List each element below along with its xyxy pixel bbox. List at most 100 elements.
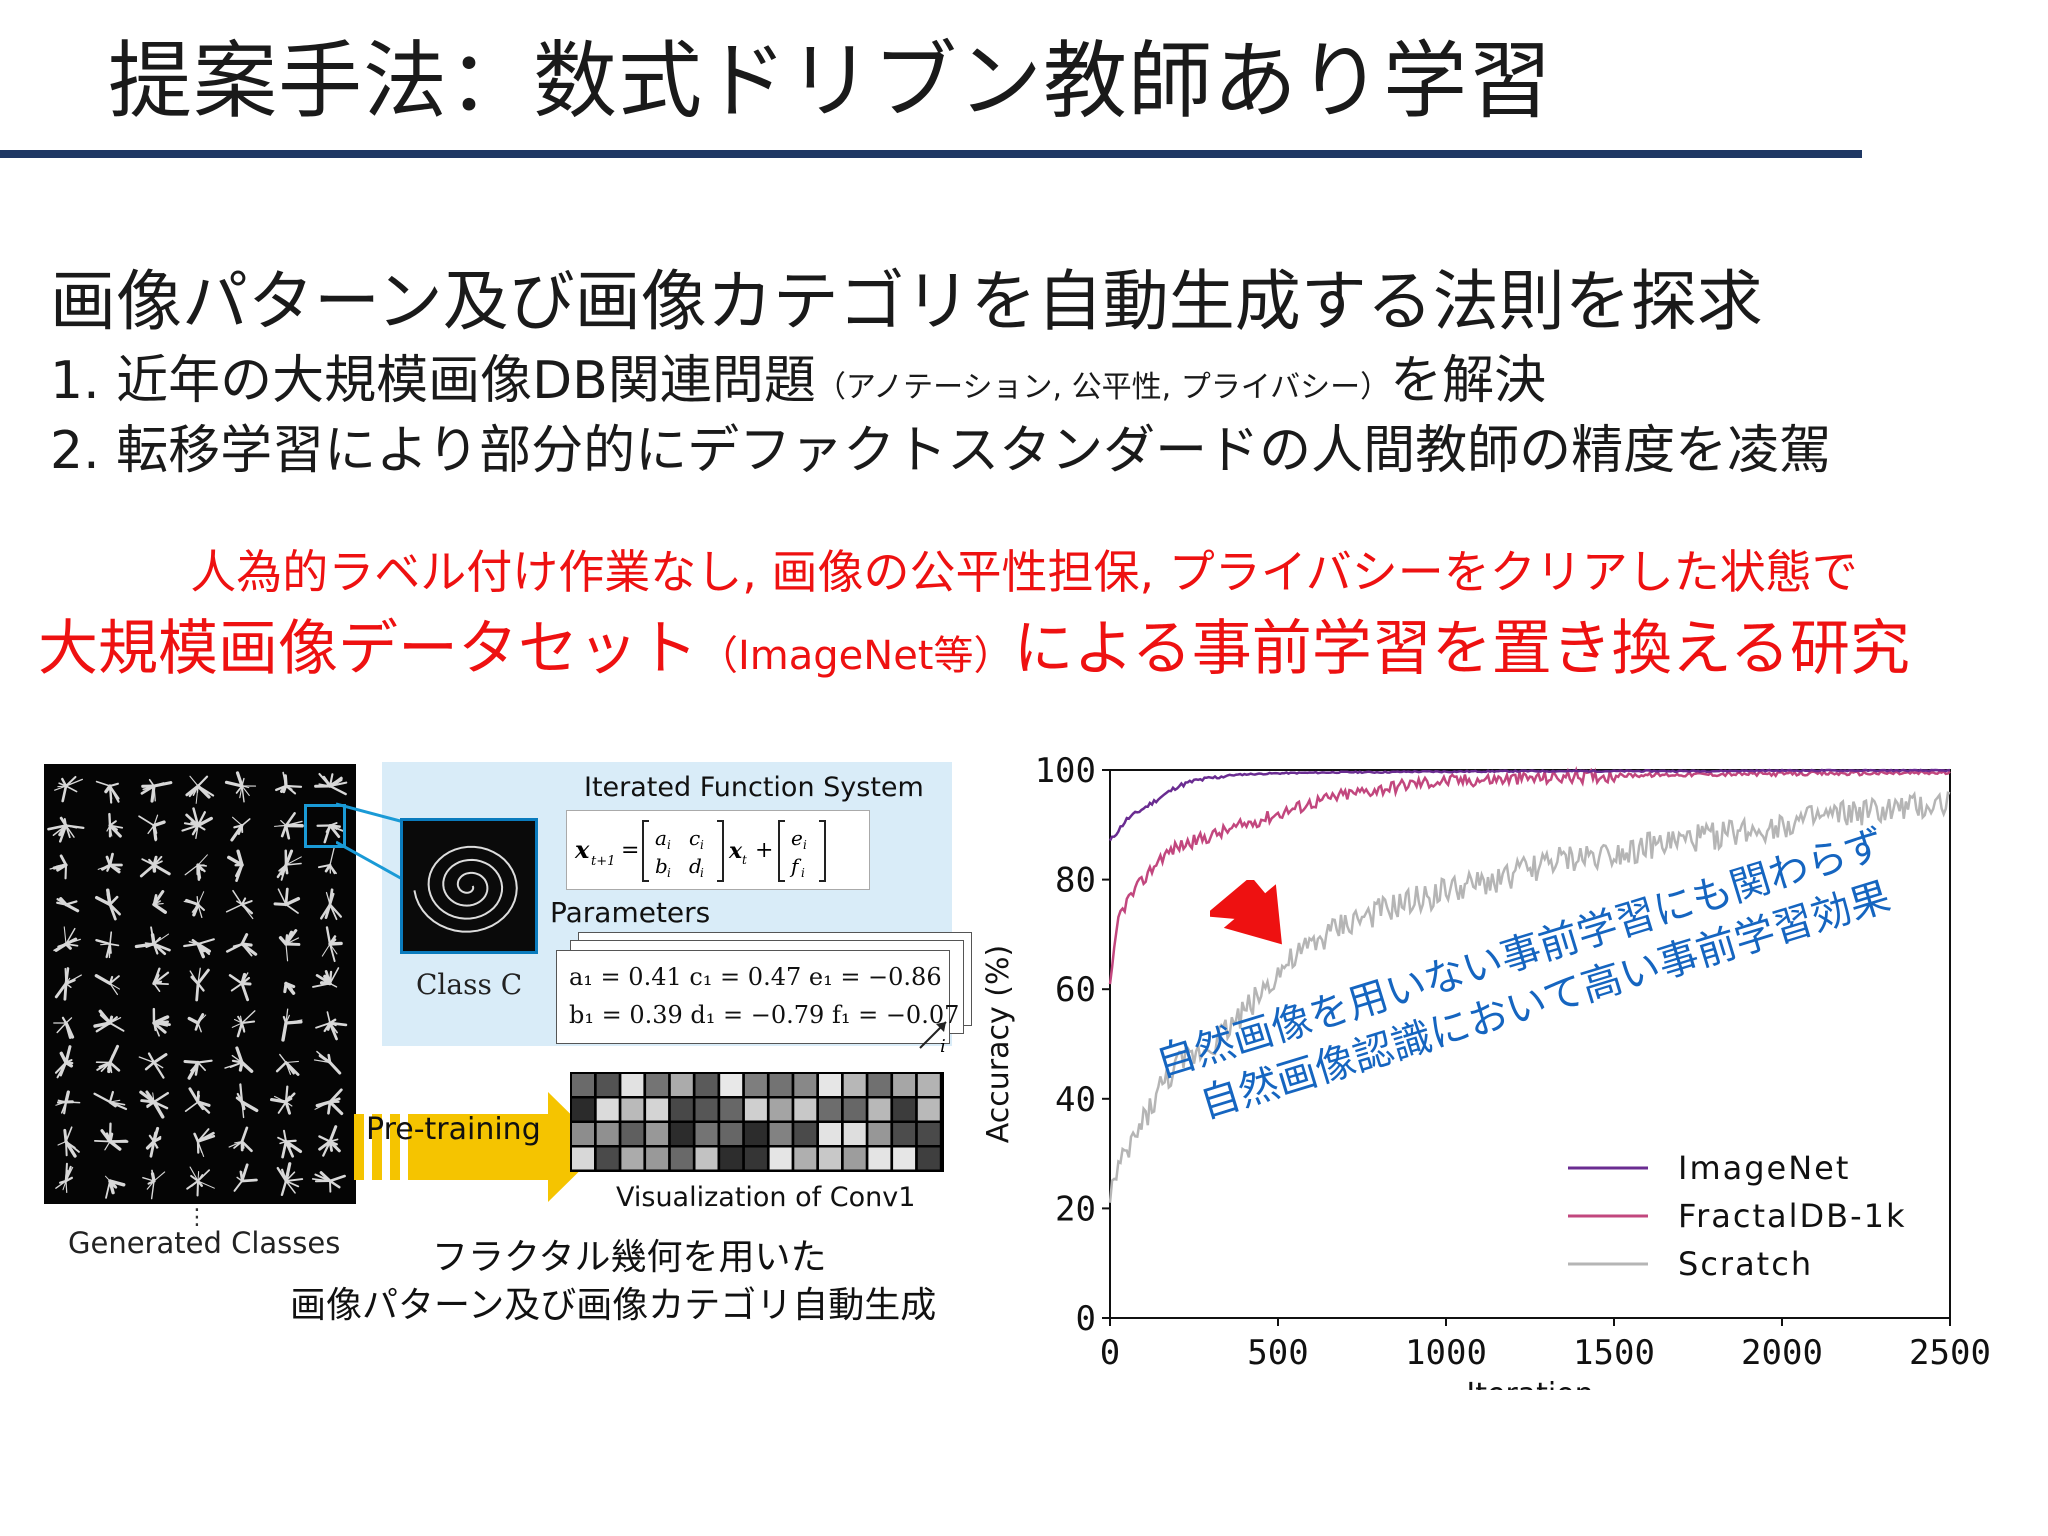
legend-label: ImageNet xyxy=(1678,1149,1850,1187)
fractal-thumbnail xyxy=(138,1052,168,1079)
ifs-title: Iterated Function System xyxy=(584,772,924,803)
x-tick-label: 500 xyxy=(1247,1333,1308,1373)
conv1-filter xyxy=(843,1123,866,1145)
svg-text:i: i xyxy=(803,838,807,852)
conv1-filter xyxy=(720,1098,743,1121)
fractal-thumbnail xyxy=(55,1162,74,1194)
fractal-thumbnail xyxy=(283,981,296,995)
fractal-thumbnail xyxy=(184,1087,211,1114)
series-line-imagenet xyxy=(1108,768,1951,842)
conv1-filter xyxy=(744,1074,767,1096)
conv1-filter xyxy=(720,1074,743,1096)
fractal-thumbnail xyxy=(314,1088,344,1116)
series-line-scratch xyxy=(1108,790,1951,1203)
conv1-filter xyxy=(893,1147,916,1170)
conv1-filter xyxy=(695,1074,718,1096)
x-tick-label: 1000 xyxy=(1405,1333,1487,1373)
red-arrow-icon xyxy=(1210,880,1282,945)
fractal-thumbnail xyxy=(235,1083,259,1119)
conv1-filter xyxy=(720,1147,743,1170)
list-item-1-note: （アノテーション, 公平性, プライバシー） xyxy=(815,370,1391,405)
legend-label: FractalDB-1k xyxy=(1678,1197,1907,1235)
zoom-connector xyxy=(336,802,405,882)
fractal-thumbnail xyxy=(225,933,258,957)
figure-caption-line1: フラクタル幾何を用いた xyxy=(432,1237,827,1278)
fractal-thumbnail xyxy=(140,778,173,803)
fractal-thumbnail xyxy=(145,1126,162,1158)
fractal-thumbnail xyxy=(225,889,254,920)
conv1-filter xyxy=(893,1098,916,1121)
fractal-thumbnail xyxy=(183,1059,213,1080)
fractal-thumbnail xyxy=(312,967,340,988)
fractal-thumbnail xyxy=(53,1016,75,1039)
fractal-thumbnail xyxy=(97,852,123,874)
conv1-filter xyxy=(744,1123,767,1145)
fractal-thumbnail xyxy=(139,855,171,878)
x-axis-label: Iteration xyxy=(1466,1377,1593,1390)
conv1-filter xyxy=(646,1147,669,1170)
fractal-thumbnail xyxy=(224,1046,254,1073)
fractal-thumbnail xyxy=(56,897,80,913)
fractal-thumbnail xyxy=(54,967,82,1001)
param-row-1: a₁ = 0.41 c₁ = 0.47 e₁ = −0.86 xyxy=(569,963,942,991)
conv1-filter xyxy=(794,1147,817,1170)
y-tick-label: 100 xyxy=(1035,751,1096,791)
conv1-filter xyxy=(893,1074,916,1096)
fractal-thumbnail xyxy=(93,1009,125,1033)
conv1-filter xyxy=(646,1098,669,1121)
conv1-filter xyxy=(695,1123,718,1145)
fractal-thumbnail xyxy=(316,822,344,844)
conv1-filter xyxy=(794,1098,817,1121)
fractal-thumbnail xyxy=(152,1007,171,1037)
fractal-thumbnail xyxy=(184,854,208,881)
svg-text:i: i xyxy=(801,866,805,880)
conv1-filter xyxy=(621,1074,644,1096)
svg-text:i: i xyxy=(700,838,704,852)
fractal-thumbnail xyxy=(311,1171,346,1193)
fractal-thumbnail xyxy=(95,888,121,921)
more-dots: ⋮ xyxy=(186,1205,208,1230)
red-statement-2: 大規模画像データセット（ImageNet等）による事前学習を置き換える研究 xyxy=(38,600,1910,687)
x-tick-label: 2000 xyxy=(1741,1333,1823,1373)
conv1-filter xyxy=(596,1098,619,1121)
x-tick-label: 1500 xyxy=(1573,1333,1655,1373)
conv1-filter xyxy=(843,1147,866,1170)
fractal-thumbnail xyxy=(183,938,215,959)
conv1-filter xyxy=(621,1123,644,1145)
fractal-thumbnails xyxy=(47,771,348,1200)
conv1-filter xyxy=(744,1098,767,1121)
y-tick-label: 20 xyxy=(1055,1189,1096,1229)
fractal-thumbnail xyxy=(94,974,121,996)
fractal-thumbnail xyxy=(106,812,124,838)
fractal-thumbnail xyxy=(274,812,304,840)
fractal-thumbnail xyxy=(227,849,244,882)
legend-label: Scratch xyxy=(1678,1245,1813,1283)
conv1-filter xyxy=(695,1147,718,1170)
fractal-thumbnail xyxy=(313,1050,342,1075)
fractal-thumbnail xyxy=(181,807,213,840)
conv1-filter xyxy=(917,1098,940,1121)
pretraining-label: Pre-training xyxy=(366,1112,541,1147)
index-label: i xyxy=(940,1036,946,1054)
svg-text:i: i xyxy=(667,866,671,880)
conv1-filter xyxy=(868,1074,891,1096)
list-item-1-tail: を解決 xyxy=(1390,351,1547,411)
x-tick-label: 2500 xyxy=(1909,1333,1991,1373)
conv1-filter xyxy=(769,1074,792,1096)
fractal-thumbnail xyxy=(277,1129,303,1159)
conv1-filter xyxy=(893,1123,916,1145)
param-row-2: b₁ = 0.39 d₁ = −0.79 f₁ = −0.07 xyxy=(569,1001,960,1029)
fractal-thumbnail xyxy=(95,1044,121,1074)
y-tick-label: 0 xyxy=(1076,1299,1096,1339)
conv1-filter xyxy=(572,1074,594,1096)
fractal-thumbnail xyxy=(317,846,337,875)
fractal-thumbnail xyxy=(152,890,167,914)
conv1-filter xyxy=(744,1147,767,1170)
conv1-label: Visualization of Conv1 xyxy=(616,1182,916,1213)
conv1-filter xyxy=(819,1074,841,1096)
slide-heading: 画像パターン及び画像カテゴリを自動生成する法則を探求 xyxy=(50,263,1763,340)
fractal-thumbnail xyxy=(276,849,302,881)
conv1-filter xyxy=(868,1123,891,1145)
index-arrow-icon: i xyxy=(919,1021,947,1054)
x-tick-label: 0 xyxy=(1100,1333,1120,1373)
